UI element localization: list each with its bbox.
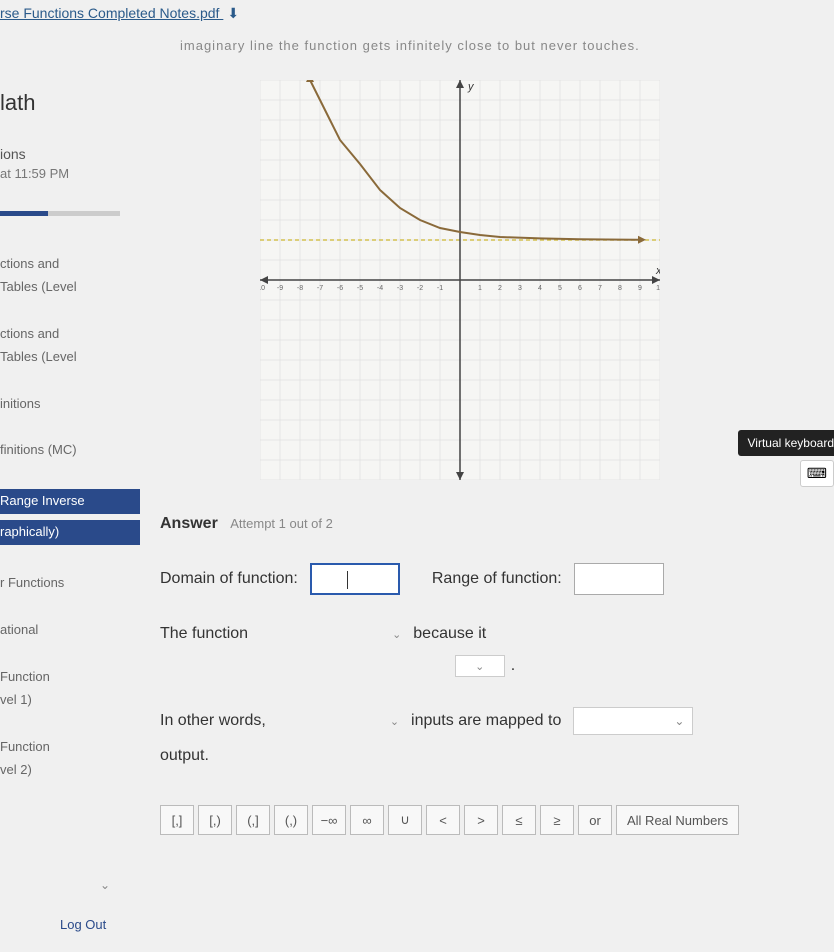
answer-label: Answer [160, 515, 218, 532]
svg-text:-3: -3 [397, 285, 403, 292]
period-text: . [511, 657, 515, 675]
symbol-button[interactable]: [,] [160, 805, 194, 835]
symbol-button[interactable]: All Real Numbers [616, 805, 739, 835]
domain-label: Domain of function: [160, 570, 298, 588]
chevron-down-icon[interactable]: ⌄ [392, 628, 401, 641]
pdf-link[interactable]: rse Functions Completed Notes.pdf ⬇ [0, 5, 239, 22]
inputs-label: inputs are mapped to [411, 712, 561, 730]
because-dropdown[interactable]: ⌄ [455, 655, 505, 677]
attempt-text: Attempt 1 out of 2 [230, 516, 333, 531]
function-label: The function [160, 625, 248, 643]
main-content: -10-9-8-7-6-5-4-3-2-112345678910yx Answe… [160, 80, 810, 835]
sidebar-item[interactable]: ctions and [0, 256, 140, 273]
sidebar-item[interactable]: vel 1) [0, 692, 140, 709]
progress-bar [0, 211, 120, 216]
symbol-button[interactable]: > [464, 805, 498, 835]
sidebar-item[interactable]: finitions (MC) [0, 442, 140, 459]
download-icon: ⬇ [227, 5, 239, 22]
because-label: because it [413, 625, 486, 643]
symbol-button[interactable]: (,] [236, 805, 270, 835]
symbol-button[interactable]: ≤ [502, 805, 536, 835]
symbol-button[interactable]: ≥ [540, 805, 574, 835]
sidebar-item[interactable]: Function [0, 669, 140, 686]
svg-text:10: 10 [656, 285, 660, 292]
because-dropdown-row: ⌄ . [160, 655, 810, 677]
output-label: output. [160, 747, 209, 765]
symbol-button[interactable]: ∞ [350, 805, 384, 835]
svg-text:x: x [655, 265, 660, 277]
svg-text:-2: -2 [417, 285, 423, 292]
mapped-dropdown[interactable]: ⌄ [573, 707, 693, 735]
chevron-down-icon[interactable]: ⌄ [100, 878, 110, 892]
svg-text:-8: -8 [297, 285, 303, 292]
chevron-down-icon[interactable]: ⌄ [390, 715, 399, 728]
range-input[interactable] [574, 563, 664, 595]
svg-text:-6: -6 [337, 285, 343, 292]
svg-text:-10: -10 [260, 285, 265, 292]
sidebar-item[interactable]: Tables (Level [0, 349, 140, 366]
progress-fill [0, 211, 48, 216]
symbol-toolbar: [,][,)(,](,)−∞∞∪<>≤≥orAll Real Numbers [160, 805, 810, 835]
svg-text:-4: -4 [377, 285, 383, 292]
sidebar-title: lath [0, 90, 140, 116]
other-words-label: In other words, [160, 712, 266, 730]
function-graph: -10-9-8-7-6-5-4-3-2-112345678910yx [260, 80, 660, 480]
svg-text:7: 7 [598, 285, 602, 292]
sidebar-item[interactable]: ational [0, 622, 140, 639]
symbol-button[interactable]: (,) [274, 805, 308, 835]
svg-text:3: 3 [518, 285, 522, 292]
sidebar-subtitle: ions [0, 146, 140, 162]
symbol-button[interactable]: ∪ [388, 805, 422, 835]
domain-range-row: Domain of function: Range of function: [160, 563, 810, 595]
keyboard-icon[interactable]: ⌨ [800, 460, 834, 487]
logout-link[interactable]: Log Out [60, 917, 106, 932]
svg-text:2: 2 [498, 285, 502, 292]
sidebar-item[interactable]: Range Inverse [0, 489, 140, 514]
symbol-button[interactable]: [,) [198, 805, 232, 835]
output-row: output. [160, 747, 810, 765]
svg-text:1: 1 [478, 285, 482, 292]
svg-text:8: 8 [618, 285, 622, 292]
svg-text:-9: -9 [277, 285, 283, 292]
sidebar-item[interactable]: Tables (Level [0, 279, 140, 296]
pdf-link-text: rse Functions Completed Notes.pdf [0, 5, 219, 21]
range-label: Range of function: [432, 570, 562, 588]
sidebar-item[interactable]: Function [0, 739, 140, 756]
sidebar-item[interactable]: initions [0, 396, 140, 413]
svg-text:4: 4 [538, 285, 542, 292]
other-words-row: In other words, ⌄ inputs are mapped to ⌄ [160, 707, 810, 735]
sidebar-item[interactable]: vel 2) [0, 762, 140, 779]
svg-text:-1: -1 [437, 285, 443, 292]
sidebar-item[interactable]: raphically) [0, 520, 140, 545]
header-hint-text: imaginary line the function gets infinit… [180, 38, 640, 53]
graph-container: -10-9-8-7-6-5-4-3-2-112345678910yx [260, 80, 810, 485]
symbol-button[interactable]: −∞ [312, 805, 346, 835]
domain-input[interactable] [310, 563, 400, 595]
svg-text:5: 5 [558, 285, 562, 292]
sidebar-due-time: at 11:59 PM [0, 166, 140, 181]
symbol-button[interactable]: or [578, 805, 612, 835]
virtual-keyboard-button[interactable]: Virtual keyboard [738, 430, 834, 456]
sidebar-item[interactable]: r Functions [0, 575, 140, 592]
svg-text:-7: -7 [317, 285, 323, 292]
answer-section: Answer Attempt 1 out of 2 Domain of func… [160, 515, 810, 835]
symbol-button[interactable]: < [426, 805, 460, 835]
svg-text:-5: -5 [357, 285, 363, 292]
function-row: The function ⌄ because it [160, 625, 810, 643]
svg-text:6: 6 [578, 285, 582, 292]
sidebar: lath ions at 11:59 PM ctions and Tables (… [0, 90, 140, 808]
svg-text:9: 9 [638, 285, 642, 292]
sidebar-item[interactable]: ctions and [0, 326, 140, 343]
